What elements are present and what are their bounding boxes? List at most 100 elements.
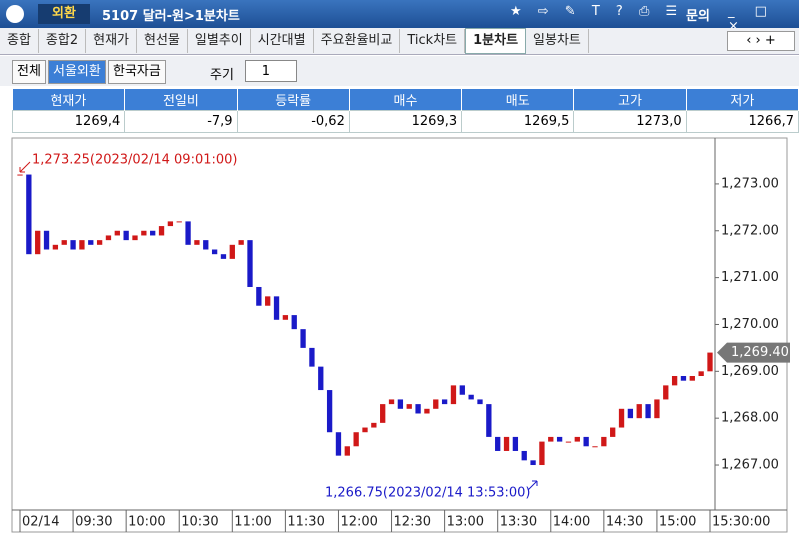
candle [592,446,598,448]
candle [79,240,85,250]
candle [158,226,165,236]
candle [654,399,660,419]
low-annotation: 1,266.75(2023/02/14 13:53:00) [325,486,530,501]
column-header: 매수 [349,89,463,111]
column-header: 고가 [573,89,687,111]
tab[interactable]: Tick차트 [400,29,466,53]
candle [671,376,678,386]
candle [203,240,209,250]
toolbar-icons[interactable]: ★ ⇨ ✎ T ? ⎙ ☰ [510,4,684,19]
candle [371,422,377,428]
candle [539,441,545,466]
menu[interactable]: 문의 [686,9,710,24]
x-tick-label: 11:00 [234,515,271,530]
x-tick-label: 02/14 [22,515,59,530]
cell: 1266,7 [685,110,799,133]
candle [282,315,289,320]
candle [123,230,129,241]
candle [344,446,350,456]
candle [70,240,76,250]
x-tick-label: 14:00 [553,515,590,530]
candle [388,399,395,405]
tab[interactable]: 현선물 [137,29,188,53]
candle [167,221,174,227]
tab[interactable]: 주요환율비교 [314,29,401,53]
candle [574,436,580,442]
cell: 1269,3 [348,110,463,133]
tab[interactable]: 시간대별 [251,29,314,53]
candle [380,404,386,423]
column-header: 저가 [686,89,799,111]
candle [433,399,439,409]
candle [43,230,50,250]
cell: -7,9 [124,110,238,133]
candle [618,408,625,428]
candle [530,460,536,466]
annotation-arrow [19,161,31,173]
cell: -0,62 [236,110,350,133]
tab[interactable]: 현재가 [86,29,138,53]
y-tick-label: 1,270.00 [721,317,779,332]
candle [707,352,713,372]
price-tag [717,342,790,363]
window-controls[interactable]: _ □ × [728,4,775,34]
candle [176,221,182,223]
candle [397,399,404,409]
tab-label[interactable]: 외환 [38,4,90,24]
candle [406,404,412,409]
filter-button[interactable]: 한국자금 [108,60,166,84]
candle [415,404,421,414]
tab[interactable]: 종합2 [39,29,87,53]
tab-scroll[interactable]: ‹ › + [727,31,795,51]
candle [450,385,457,405]
candle [335,432,342,456]
filter-button[interactable]: 서울외환 [48,60,106,84]
candle [194,240,200,245]
x-tick-label: 10:00 [128,515,165,530]
y-tick-label: 1,268.00 [721,411,779,426]
candle [238,240,244,245]
candle [503,436,510,451]
candle [88,240,94,245]
candle [61,240,67,245]
column-header: 전일비 [124,89,238,111]
candle [362,427,368,433]
price-tag-label: 1,269.40 [731,345,789,360]
tab[interactable]: 종합 [0,29,39,53]
column-header: 매도 [461,89,575,111]
candle [309,347,315,367]
candle [663,385,669,400]
candle [229,244,235,259]
x-tick-label: 12:30 [394,515,431,530]
candle [583,436,589,447]
x-tick-label: 09:30 [75,515,112,530]
filter-button[interactable]: 전체 [12,60,46,84]
x-tick-label: 13:00 [447,515,484,530]
period-input[interactable]: 1 [245,60,297,82]
candle [273,296,280,320]
y-tick-label: 1,267.00 [721,458,779,473]
candle [26,174,32,255]
tab[interactable]: 일봉차트 [526,29,589,53]
quote-table: 현재가 전일비 등락률 매수 매도 고가 저가 1269,4 -7,9 -0,62 1269,3 12… [11,89,799,133]
high-annotation: 1,273.25(2023/02/14 09:01:00) [32,153,237,168]
cell: 1269,4 [11,110,126,133]
candle [132,235,138,241]
x-tick-label: 15:00 [659,515,696,530]
y-tick-label: 1,273.00 [721,176,779,191]
tab[interactable]: 일별추이 [188,29,251,53]
candle [689,376,695,381]
annotation-arrow [527,480,538,491]
y-tick-label: 1,269.00 [721,364,779,379]
x-tick-label: 10:30 [181,515,218,530]
candle [698,371,704,377]
candle [645,404,651,419]
x-tick-label: 12:00 [340,515,377,530]
tab[interactable]: 1분차트 [465,28,527,54]
controls: 주기 1 전체 서울외환 한국자금 [0,56,799,86]
x-tick-label: 11:30 [287,515,324,530]
x-tick-label: 13:30 [500,515,537,530]
candle [468,394,474,400]
candle [247,240,253,287]
